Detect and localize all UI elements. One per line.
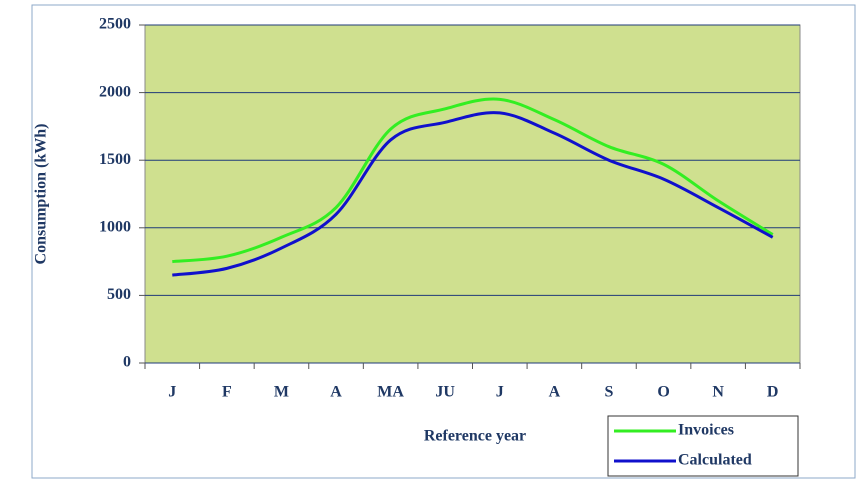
- x-tick-label: O: [657, 384, 669, 401]
- y-tick-label: 1500: [99, 151, 131, 168]
- data-line: [172, 111, 774, 277]
- y-tick-label: 2000: [99, 83, 131, 100]
- legend-label: Calculated: [678, 452, 752, 469]
- plot-area: [144, 24, 801, 364]
- y-tick-label: 2500: [99, 16, 131, 33]
- y-tick-label: 1000: [99, 218, 131, 235]
- x-tick-label: JU: [435, 384, 455, 401]
- x-tick-label: MA: [377, 384, 404, 401]
- x-tick-label: F: [222, 384, 232, 401]
- y-axis-label: Consumption (kWh): [33, 124, 50, 265]
- legend: [607, 415, 799, 477]
- x-tick-label: M: [274, 384, 289, 401]
- x-tick-label: S: [605, 384, 614, 401]
- x-tick-label: J: [496, 384, 504, 401]
- data-line: [172, 97, 774, 264]
- y-tick-label: 0: [123, 354, 131, 371]
- x-tick-label: J: [168, 384, 176, 401]
- x-tick-label: N: [712, 384, 724, 401]
- x-tick-label: A: [549, 384, 561, 401]
- x-tick-label: D: [767, 384, 779, 401]
- y-tick-label: 500: [107, 286, 131, 303]
- x-axis-label: Reference year: [424, 428, 526, 445]
- legend-label: Invoices: [678, 422, 734, 439]
- x-tick-label: A: [330, 384, 342, 401]
